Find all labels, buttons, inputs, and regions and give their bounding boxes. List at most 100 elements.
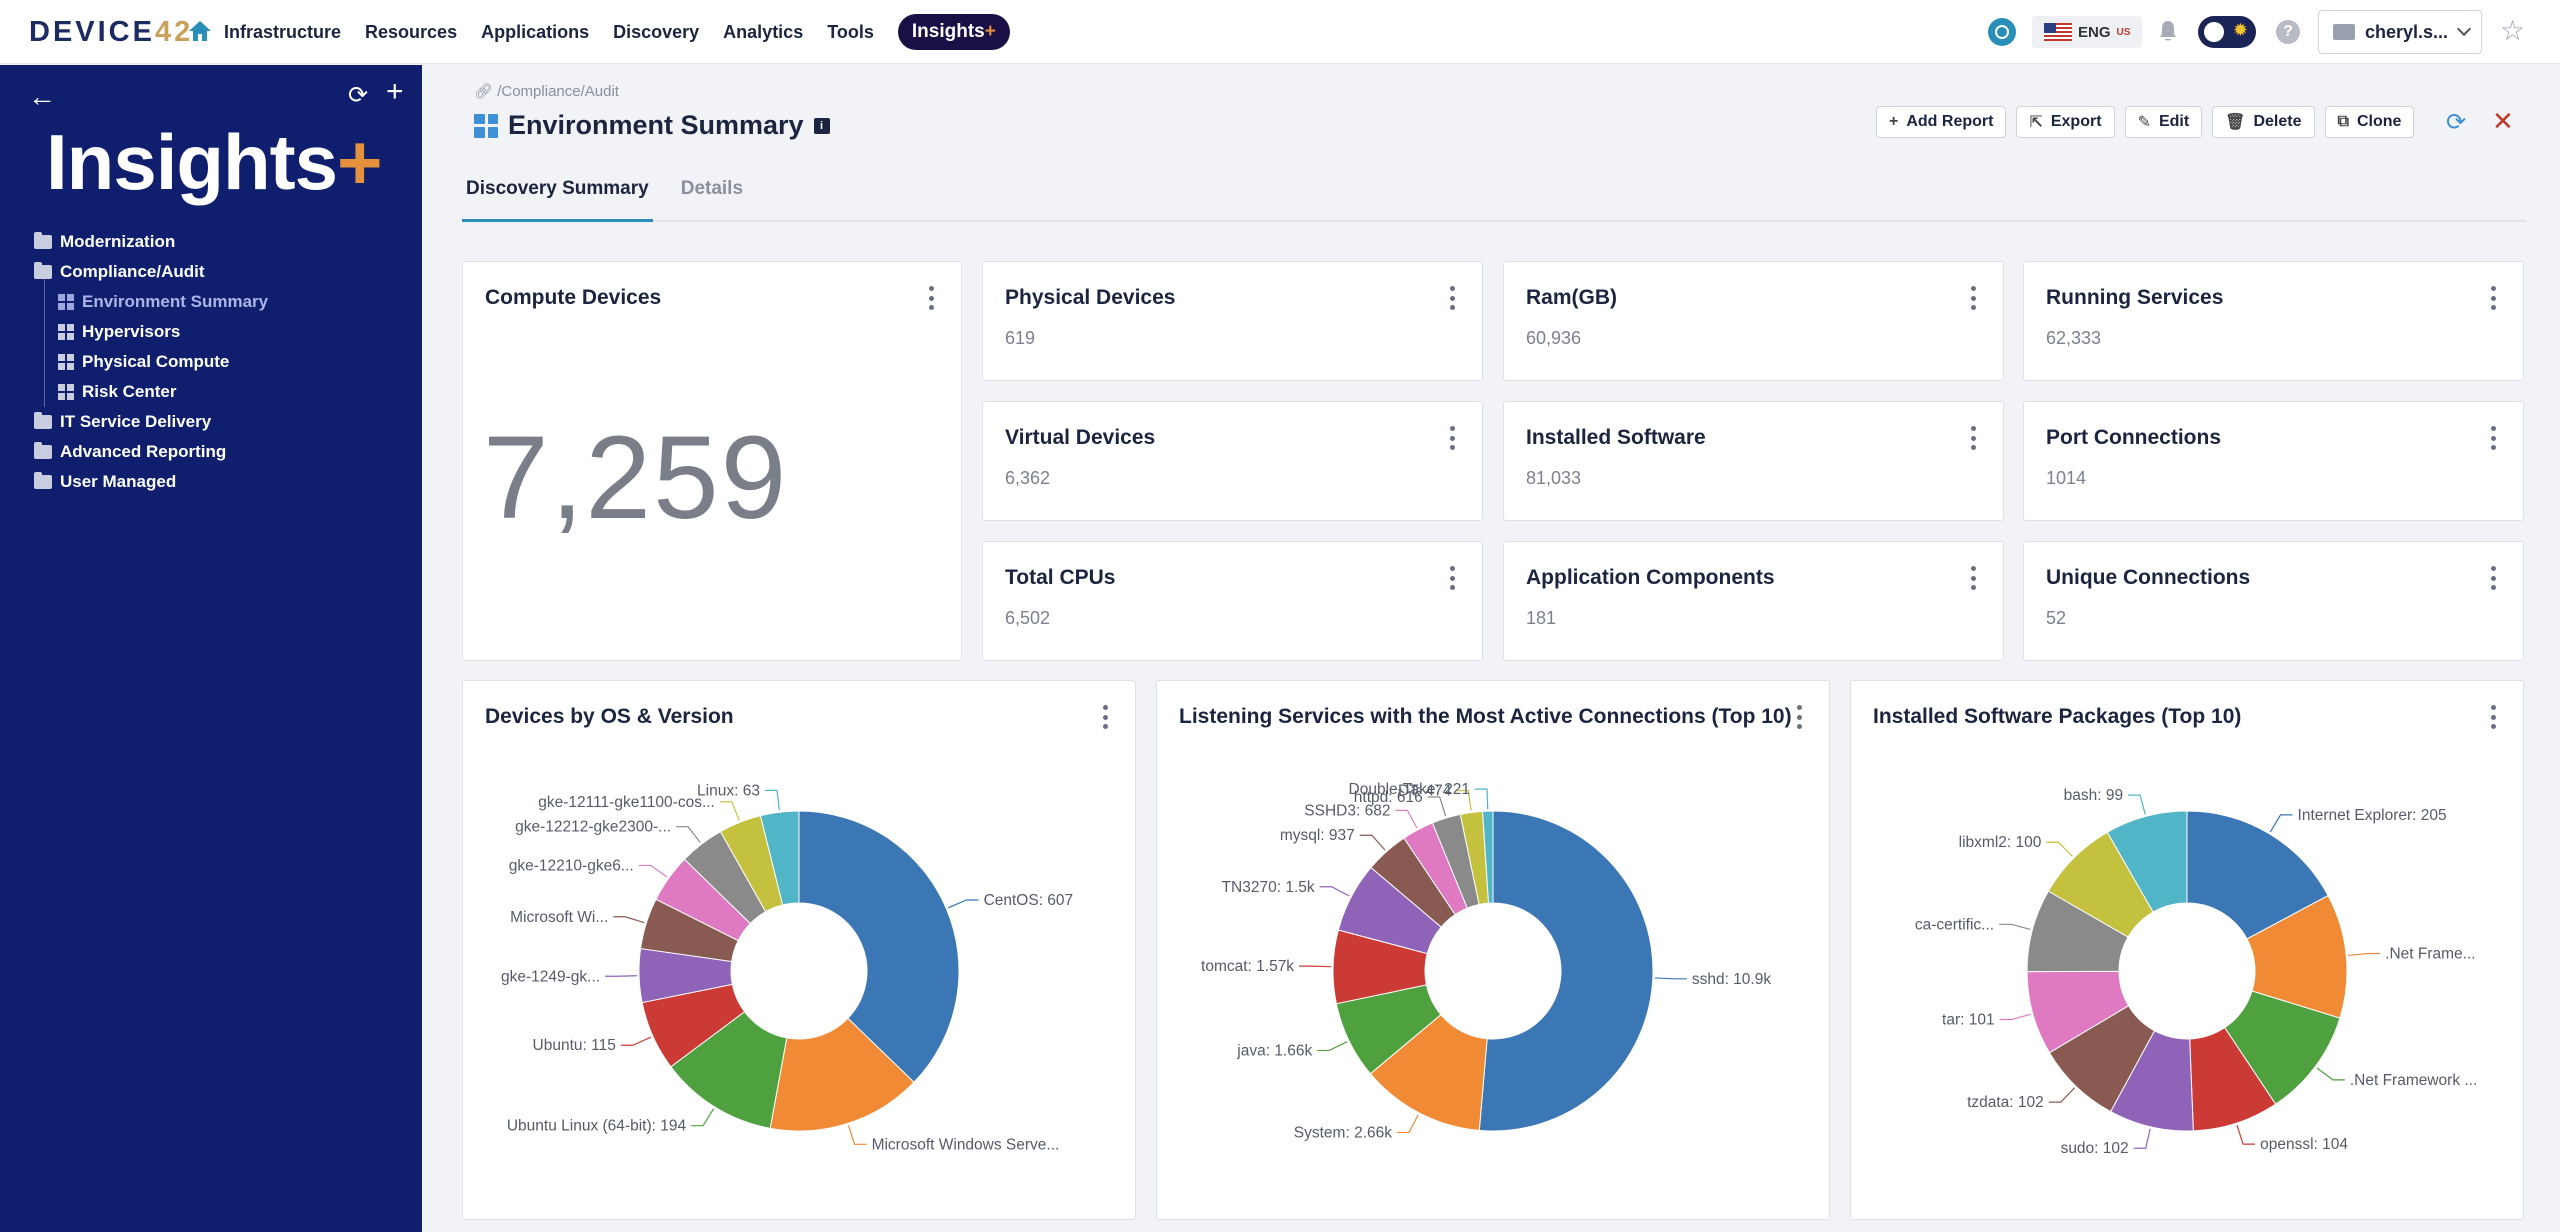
nav-infrastructure[interactable]: Infrastructure xyxy=(224,21,342,42)
insights-sidebar: ← ⟳ + Insights+ Modernization Compliance… xyxy=(0,65,422,1232)
tree-item-physical-compute[interactable]: Physical Compute xyxy=(34,347,268,377)
bell-icon[interactable] xyxy=(2158,20,2178,42)
pie-leader-line xyxy=(2348,952,2381,957)
kebab-menu-icon[interactable] xyxy=(1450,286,1456,310)
trash-icon: 🗑 xyxy=(2225,114,2246,131)
pie-leader-line xyxy=(1654,977,1687,980)
tree-item-user-managed[interactable]: User Managed xyxy=(34,467,268,497)
language-label: ENG xyxy=(2078,23,2111,41)
nav-applications[interactable]: Applications xyxy=(481,21,590,42)
reload-icon[interactable]: ⟳ xyxy=(2446,109,2467,136)
pie-slice-label: gke-12210-gke6... xyxy=(509,857,634,874)
info-icon[interactable]: i xyxy=(813,117,830,134)
pie-slice-label: sudo: 102 xyxy=(2061,1140,2129,1157)
metric-tile: Unique Connections 52 xyxy=(2023,541,2524,661)
pie-slice[interactable] xyxy=(1478,810,1654,1132)
pie-slice-label: ca-certific... xyxy=(1915,916,1994,933)
dashboard-icon xyxy=(474,113,498,138)
language-selector[interactable]: ENG US xyxy=(2032,16,2143,48)
pie-slice-label: gke-12111-gke1100-cos... xyxy=(538,794,715,811)
kebab-menu-icon[interactable] xyxy=(2491,705,2497,729)
pie-slice[interactable] xyxy=(759,810,800,906)
user-name: cheryl.s... xyxy=(2365,21,2449,42)
tree-item-risk-center[interactable]: Risk Center xyxy=(34,377,268,407)
home-icon[interactable] xyxy=(188,20,212,42)
card-title: Total CPUs xyxy=(1005,566,1116,589)
pie-slice-label: SSHD3: 682 xyxy=(1304,802,1390,819)
tab-details[interactable]: Details xyxy=(680,178,744,199)
pie-leader-line xyxy=(1359,834,1386,851)
refresh-icon[interactable]: ⟳ xyxy=(348,82,369,109)
kebab-menu-icon[interactable] xyxy=(1797,705,1803,729)
tree-item-advanced-reporting[interactable]: Advanced Reporting xyxy=(34,437,268,467)
page-header: Environment Summary i xyxy=(474,110,830,141)
kebab-menu-icon[interactable] xyxy=(1971,426,1977,450)
folder-open-icon xyxy=(34,262,52,279)
kebab-menu-icon[interactable] xyxy=(1971,566,1977,590)
pie-slice-label: gke-1249-gk... xyxy=(501,968,600,985)
nav-insights[interactable]: Insights+ xyxy=(897,14,1010,50)
edit-button[interactable]: ✎ Edit xyxy=(2124,106,2203,138)
tree-item-hypervisors[interactable]: Hypervisors xyxy=(34,317,268,347)
add-report-button[interactable]: + Add Report xyxy=(1876,106,2007,138)
pie-slice-label: System: 2.66k xyxy=(1294,1124,1392,1141)
favorite-star-icon[interactable]: ☆ xyxy=(2500,15,2526,46)
kebab-menu-icon[interactable] xyxy=(2491,286,2497,310)
pie-leader-line xyxy=(719,801,740,821)
user-menu-button[interactable]: cheryl.s... xyxy=(2318,10,2482,54)
breadcrumb[interactable]: 🔗︎ /Compliance/Audit xyxy=(474,83,619,100)
pie-leader-line xyxy=(691,1108,715,1127)
kebab-menu-icon[interactable] xyxy=(1450,566,1456,590)
add-icon[interactable]: + xyxy=(386,75,404,108)
nav-discovery[interactable]: Discovery xyxy=(613,21,700,42)
kebab-menu-icon[interactable] xyxy=(1103,705,1109,729)
device42-logo[interactable]: DEVICE42 xyxy=(29,16,194,48)
tab-discovery-summary[interactable]: Discovery Summary xyxy=(462,170,653,222)
folder-icon xyxy=(34,442,52,459)
pie-slice[interactable] xyxy=(2106,810,2188,913)
global-search-icon[interactable] xyxy=(1988,18,2016,46)
export-button[interactable]: ⇱ Export xyxy=(2016,106,2115,138)
page-title: Environment Summary xyxy=(508,110,804,140)
kebab-menu-icon[interactable] xyxy=(1450,426,1456,450)
metric-tile: Ram(GB) 60,936 xyxy=(1503,261,2004,381)
card-value: 81,033 xyxy=(1526,468,1582,488)
pie-slice-label: TN3270: 1.5k xyxy=(1222,879,1315,896)
pie-leader-line xyxy=(613,916,645,924)
listening-services-donut: sshd: 10.9k System: 2.66k java: 1.66k tomca… xyxy=(1201,781,1771,1141)
back-arrow-icon[interactable]: ← xyxy=(28,81,56,112)
kebab-menu-icon[interactable] xyxy=(1971,286,1977,310)
close-icon[interactable]: ✕ xyxy=(2492,106,2514,136)
folder-icon xyxy=(34,412,52,429)
kebab-menu-icon[interactable] xyxy=(929,286,935,310)
pie-slice-label: Linux: 63 xyxy=(697,782,760,799)
tree-item-modernization[interactable]: Modernization xyxy=(34,227,268,257)
nav-resources[interactable]: Resources xyxy=(365,21,458,42)
metric-tile: Port Connections 1014 xyxy=(2023,401,2524,521)
delete-button[interactable]: 🗑 Delete xyxy=(2212,106,2315,138)
pie-slice[interactable] xyxy=(2186,810,2329,940)
pie-slice[interactable] xyxy=(1482,810,1494,904)
tree-item-compliance-audit[interactable]: Compliance/Audit xyxy=(34,257,268,287)
pie-slice-label: CentOS: 607 xyxy=(984,892,1074,909)
kebab-menu-icon[interactable] xyxy=(2491,566,2497,590)
pie-leader-line xyxy=(1427,796,1447,817)
nav-tools[interactable]: Tools xyxy=(827,21,874,42)
kebab-menu-icon[interactable] xyxy=(2491,426,2497,450)
tree-item-it-service-delivery[interactable]: IT Service Delivery xyxy=(34,407,268,437)
help-icon[interactable]: ? xyxy=(2276,20,2300,44)
pie-slice-label: bash: 99 xyxy=(2064,787,2123,804)
pie-slice[interactable] xyxy=(769,1017,915,1132)
pie-leader-line xyxy=(2046,841,2073,857)
tree-item-environment-summary[interactable]: Environment Summary xyxy=(34,287,268,317)
pie-slice-label: tar: 101 xyxy=(1942,1012,1995,1029)
pie-leader-line xyxy=(1299,965,1332,968)
compute-devices-value: 7,259 xyxy=(483,412,789,544)
clone-button[interactable]: ⧉ Clone xyxy=(2324,106,2415,138)
theme-toggle[interactable] xyxy=(2198,16,2256,48)
nav-analytics[interactable]: Analytics xyxy=(723,21,804,42)
folder-icon xyxy=(34,232,52,249)
pie-leader-line xyxy=(2269,814,2293,833)
pie-leader-line xyxy=(638,864,668,878)
pie-slice[interactable] xyxy=(798,810,960,1083)
